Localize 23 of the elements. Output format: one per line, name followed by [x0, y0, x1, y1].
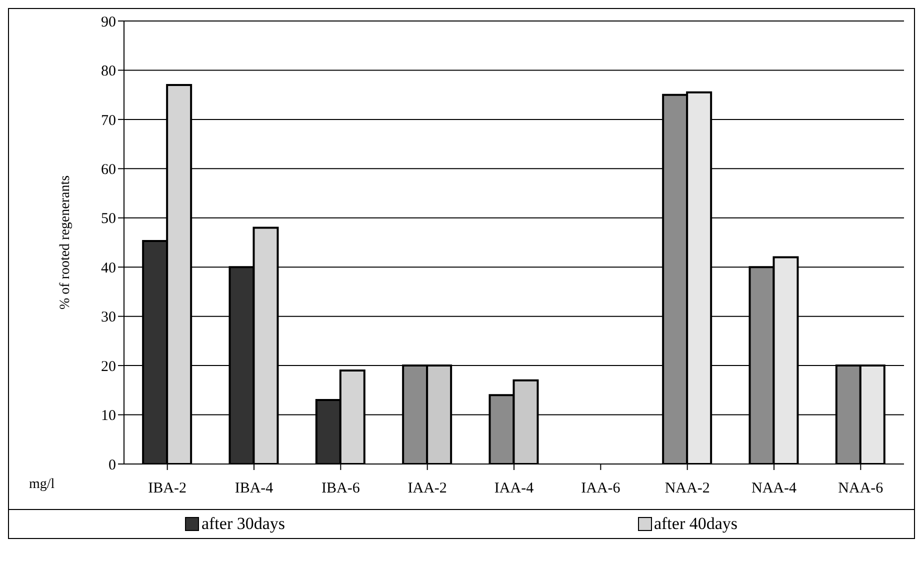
y-tick-label: 30: [101, 310, 116, 326]
x-tick-label: IAA-6: [581, 480, 621, 497]
legend-label: after 30days: [201, 514, 286, 534]
x-tick-label: NAA-2: [664, 480, 710, 497]
x-tick-label: IBA-2: [148, 480, 186, 497]
x-tick-label: IBA-6: [322, 480, 360, 497]
legend-label: after 40days: [654, 514, 738, 534]
x-tick-label: IAA-2: [408, 480, 447, 497]
y-tick-label: 40: [101, 260, 116, 276]
y-tick-label: 80: [101, 64, 116, 80]
y-tick-label: 10: [101, 408, 116, 424]
y-tick-label: 60: [101, 162, 116, 178]
text: mg/l: [29, 477, 55, 493]
y-tick-label: 50: [101, 211, 116, 228]
x-tick-label: IBA-4: [234, 480, 274, 497]
y-tick-label: 70: [101, 112, 116, 129]
x-tick-label: NAA-4: [752, 480, 797, 497]
x-tick-label: NAA-6: [838, 480, 884, 497]
y-tick-label: 20: [101, 358, 116, 375]
y-tick-label: 90: [101, 14, 116, 30]
y-axis-title: % of rooted regenerants: [58, 175, 73, 310]
y-tick-label: 0: [108, 457, 116, 474]
x-tick-label: IAA-4: [494, 480, 534, 497]
